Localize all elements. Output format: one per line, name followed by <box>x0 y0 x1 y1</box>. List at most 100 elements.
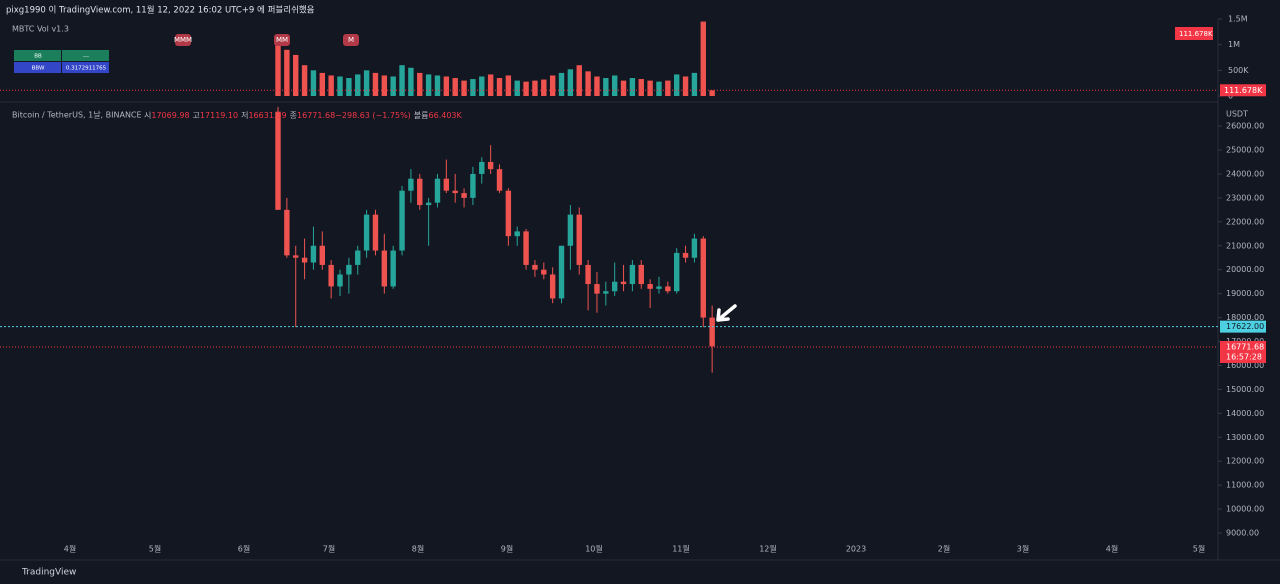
volume-bar <box>399 65 405 96</box>
volume-bar <box>594 76 600 96</box>
table-text: BB <box>34 54 42 60</box>
x-tick-label: 2월 <box>938 544 950 554</box>
candle-body <box>496 169 503 191</box>
y-tick-label: 13000.00 <box>1226 433 1264 442</box>
volume-bar <box>541 79 547 96</box>
x-tick-label: 5월 <box>149 544 161 554</box>
last-volume-box <box>1220 84 1266 97</box>
x-tick-label: 10월 <box>585 544 603 554</box>
volume-bar <box>585 71 591 96</box>
volume-bar <box>310 70 317 96</box>
y-tick-label: 500K <box>1228 66 1249 75</box>
x-tick-label: 3월 <box>1017 544 1029 554</box>
candle-body <box>461 193 467 198</box>
y-tick-label: 25000.00 <box>1226 146 1264 155</box>
candle-body <box>549 274 556 299</box>
volume-bar <box>567 69 574 96</box>
candle-body <box>399 190 405 251</box>
candle-body <box>700 238 706 318</box>
volume-bar <box>452 78 458 96</box>
volume-bar <box>691 72 698 96</box>
volume-bar <box>346 78 352 96</box>
volume-bar <box>461 80 467 96</box>
candle-body <box>674 252 680 292</box>
candle-body <box>567 214 574 246</box>
x-tick-label: 6월 <box>238 544 250 554</box>
volume-bar <box>284 49 290 96</box>
candle-body <box>709 317 715 347</box>
volume-bar <box>301 65 308 96</box>
table-text: 0.3172911765 <box>66 66 107 72</box>
volume-bar <box>682 76 689 96</box>
volume-bar <box>479 76 485 96</box>
signal-marker-label: MM <box>276 36 288 44</box>
volume-bar <box>629 78 636 96</box>
candle-body <box>284 209 290 256</box>
price-unit: USDT <box>1226 110 1248 119</box>
legend-value: 16771.68 <box>297 111 335 120</box>
volume-bar <box>434 75 441 96</box>
last-volume-label: 111.678K <box>1224 86 1263 95</box>
y-tick-label: 22000.00 <box>1226 217 1264 226</box>
last-volume-tag-label: 111.678K <box>1179 30 1213 38</box>
y-tick-label: 11000.00 <box>1226 481 1264 490</box>
y-tick-label: 19000.00 <box>1226 289 1264 298</box>
candle-body <box>479 161 485 174</box>
price-label-box <box>1220 320 1266 333</box>
candle-body <box>558 245 565 299</box>
candle-body <box>576 214 582 265</box>
table-text: BBW <box>32 66 45 72</box>
x-tick-label: 8월 <box>412 544 424 554</box>
volume-bar <box>611 75 618 96</box>
volume-bar <box>425 74 432 96</box>
volume-bar <box>656 81 662 96</box>
candle-body <box>452 190 458 194</box>
volume-bar <box>496 78 503 96</box>
candle-body <box>514 231 520 237</box>
footer-brand: TradingView <box>21 568 76 578</box>
x-tick-label: 4월 <box>1106 544 1118 554</box>
volume-bar <box>638 79 644 96</box>
price-label: 16771.68 <box>1226 342 1264 351</box>
y-tick-label: 26000.00 <box>1226 122 1264 131</box>
legend-label: 종 <box>290 111 297 120</box>
candle-body <box>629 264 636 285</box>
table-cell <box>14 50 61 61</box>
candle-body <box>656 286 662 289</box>
candle-body <box>275 111 281 210</box>
signal-marker <box>343 34 359 46</box>
candle-body <box>346 264 352 275</box>
candle-body <box>363 214 370 251</box>
volume-bar <box>363 70 370 96</box>
candle-body <box>372 214 379 251</box>
table-cell <box>62 50 109 61</box>
volume-bar <box>372 72 379 96</box>
volume-bar <box>328 75 334 96</box>
y-tick-label: 16000.00 <box>1226 361 1264 370</box>
price-title: Bitcoin / TetherUS, 1날, BINANCE <box>12 110 142 120</box>
legend-value: −298.63 (−1.75%) <box>335 111 411 120</box>
y-tick-label: 1M <box>1228 40 1240 49</box>
volume-bar <box>505 75 512 96</box>
volume-bar <box>337 76 343 96</box>
candle-body <box>505 190 512 237</box>
arrow-annotation <box>716 304 737 322</box>
candle-body <box>691 238 698 258</box>
y-tick-label: 10000.00 <box>1226 505 1264 514</box>
volume-bar <box>603 78 609 96</box>
candle-body <box>381 250 388 287</box>
candle-body <box>408 178 414 191</box>
legend-value: 17069.98 <box>151 111 189 120</box>
x-tick-label: 2023 <box>846 545 866 554</box>
volume-bar <box>700 21 706 96</box>
volume-bar <box>293 54 299 96</box>
volume-title: MBTC Vol v1.3 <box>12 25 69 34</box>
volume-bar <box>408 67 414 96</box>
candle-body <box>470 173 476 198</box>
y-tick-label: 14000.00 <box>1226 409 1264 418</box>
volume-bar <box>709 90 715 96</box>
candle-body <box>417 178 423 206</box>
volume-bar <box>443 76 450 96</box>
x-tick-label: 4월 <box>64 544 76 554</box>
